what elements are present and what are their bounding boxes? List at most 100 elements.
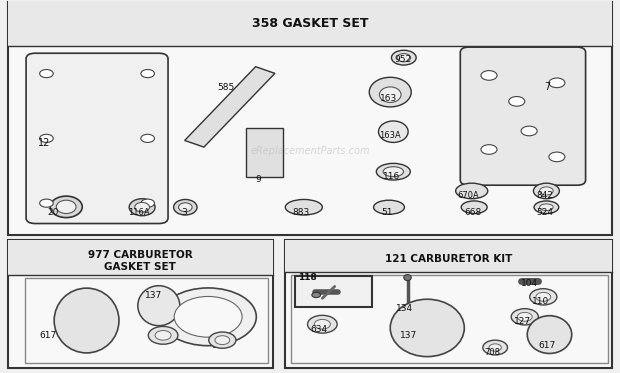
- Ellipse shape: [534, 201, 559, 213]
- FancyBboxPatch shape: [291, 275, 608, 363]
- Text: 51: 51: [381, 208, 393, 217]
- Text: 118: 118: [298, 273, 316, 282]
- Ellipse shape: [461, 201, 487, 213]
- Text: eReplacementParts.com: eReplacementParts.com: [250, 146, 370, 156]
- Ellipse shape: [379, 87, 401, 103]
- Ellipse shape: [370, 77, 411, 107]
- Circle shape: [536, 292, 551, 301]
- Text: 952: 952: [394, 55, 411, 64]
- Text: 708: 708: [152, 336, 168, 345]
- Ellipse shape: [138, 286, 180, 326]
- Text: 137: 137: [144, 291, 162, 300]
- Circle shape: [312, 292, 321, 298]
- Circle shape: [529, 289, 557, 305]
- Text: 20: 20: [47, 208, 58, 217]
- Circle shape: [512, 309, 538, 325]
- Circle shape: [481, 145, 497, 154]
- Text: 617: 617: [40, 330, 57, 339]
- Ellipse shape: [376, 163, 410, 180]
- FancyBboxPatch shape: [285, 240, 613, 368]
- Circle shape: [391, 50, 416, 65]
- Circle shape: [209, 332, 236, 348]
- Text: 110: 110: [532, 297, 549, 306]
- Ellipse shape: [383, 167, 404, 177]
- Text: 634: 634: [310, 325, 327, 334]
- Text: 137: 137: [399, 330, 417, 339]
- Text: 3: 3: [181, 208, 187, 217]
- Text: 358 GASKET SET: 358 GASKET SET: [252, 17, 368, 30]
- Ellipse shape: [56, 200, 76, 213]
- FancyBboxPatch shape: [7, 240, 273, 275]
- Text: 670A: 670A: [457, 191, 479, 200]
- Text: 104: 104: [521, 279, 538, 288]
- Text: 116: 116: [383, 172, 400, 181]
- Circle shape: [174, 297, 242, 337]
- Ellipse shape: [390, 299, 464, 357]
- Circle shape: [397, 54, 410, 62]
- Ellipse shape: [129, 199, 155, 216]
- Circle shape: [517, 312, 532, 321]
- Ellipse shape: [285, 200, 322, 215]
- Ellipse shape: [135, 203, 149, 212]
- Circle shape: [539, 187, 553, 195]
- Circle shape: [141, 134, 154, 142]
- Text: 977 CARBURETOR
GASKET SET: 977 CARBURETOR GASKET SET: [88, 250, 193, 273]
- Ellipse shape: [404, 275, 411, 280]
- FancyBboxPatch shape: [460, 47, 585, 185]
- Text: 883: 883: [293, 208, 310, 217]
- Text: 524: 524: [536, 208, 553, 217]
- Text: 121 CARBURETOR KIT: 121 CARBURETOR KIT: [385, 254, 513, 264]
- Ellipse shape: [50, 196, 82, 217]
- Circle shape: [141, 199, 154, 207]
- FancyBboxPatch shape: [246, 128, 283, 177]
- Text: 163: 163: [380, 94, 397, 103]
- Text: 585: 585: [218, 83, 234, 92]
- Ellipse shape: [179, 203, 192, 211]
- Text: 708: 708: [484, 348, 500, 357]
- Ellipse shape: [374, 200, 404, 214]
- Ellipse shape: [54, 288, 119, 353]
- Ellipse shape: [379, 121, 408, 142]
- Text: 116A: 116A: [128, 208, 149, 217]
- Ellipse shape: [527, 316, 572, 354]
- FancyBboxPatch shape: [7, 1, 613, 46]
- Text: 9: 9: [255, 175, 262, 184]
- Text: 134: 134: [396, 304, 414, 313]
- Circle shape: [509, 97, 525, 106]
- Circle shape: [308, 315, 337, 333]
- FancyBboxPatch shape: [25, 278, 268, 363]
- Ellipse shape: [456, 183, 488, 199]
- Text: 7: 7: [544, 82, 551, 91]
- FancyBboxPatch shape: [295, 276, 372, 307]
- Text: 163A: 163A: [379, 131, 401, 140]
- Circle shape: [148, 326, 178, 344]
- Circle shape: [549, 78, 565, 88]
- Text: 668: 668: [464, 208, 482, 217]
- Circle shape: [533, 183, 559, 199]
- Circle shape: [215, 336, 230, 345]
- FancyBboxPatch shape: [7, 240, 273, 368]
- Circle shape: [40, 199, 53, 207]
- Circle shape: [314, 319, 330, 329]
- Circle shape: [483, 340, 508, 355]
- Circle shape: [489, 344, 502, 351]
- Circle shape: [481, 70, 497, 80]
- Ellipse shape: [174, 200, 197, 215]
- Circle shape: [40, 134, 53, 142]
- Circle shape: [155, 330, 171, 340]
- Text: 12: 12: [38, 138, 51, 148]
- Text: 127: 127: [514, 317, 531, 326]
- Ellipse shape: [539, 204, 553, 211]
- Circle shape: [141, 69, 154, 78]
- Circle shape: [521, 126, 537, 136]
- Circle shape: [549, 152, 565, 162]
- FancyBboxPatch shape: [7, 1, 613, 235]
- Text: 617: 617: [538, 341, 556, 350]
- Text: 842: 842: [536, 191, 553, 200]
- FancyBboxPatch shape: [285, 240, 613, 272]
- Text: 110: 110: [211, 341, 227, 350]
- Circle shape: [160, 288, 256, 346]
- FancyBboxPatch shape: [26, 53, 168, 223]
- Polygon shape: [185, 67, 275, 147]
- Circle shape: [40, 69, 53, 78]
